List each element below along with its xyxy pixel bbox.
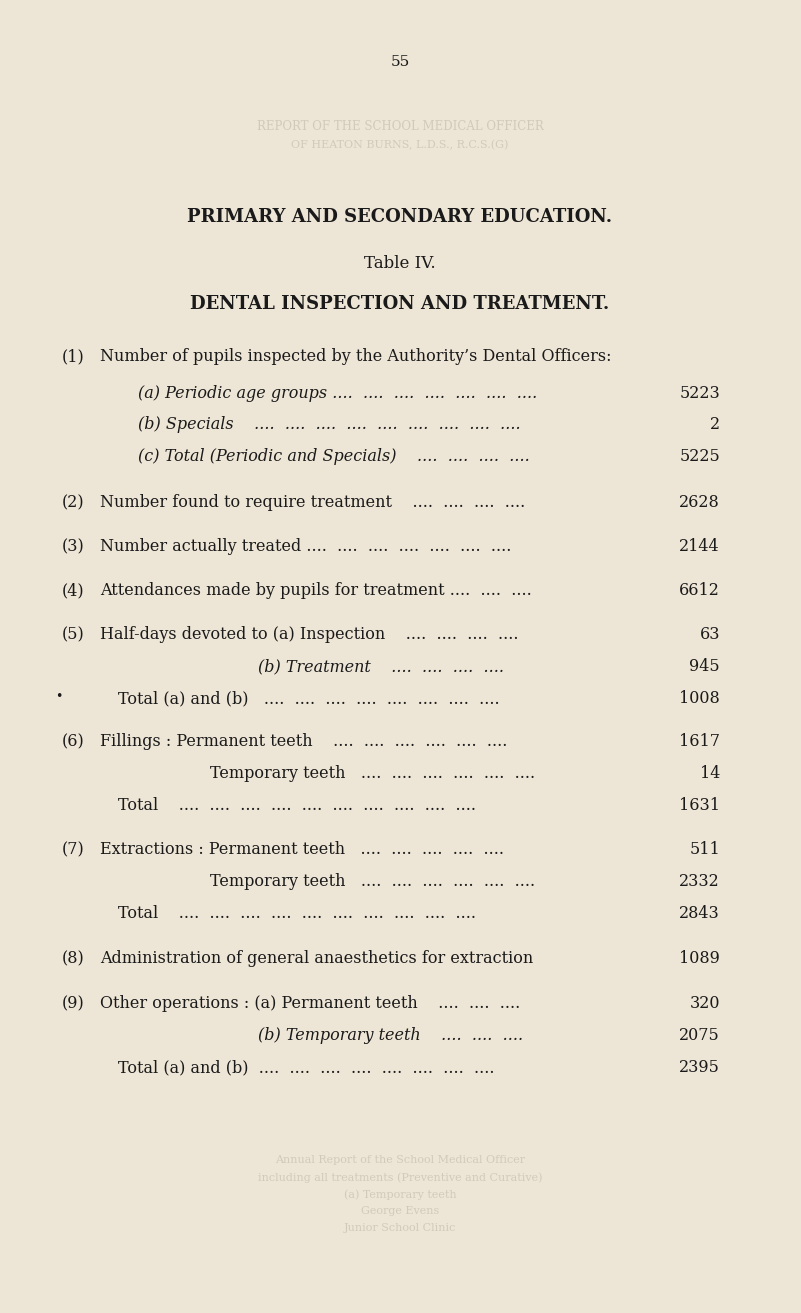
Text: 6612: 6612 xyxy=(679,582,720,599)
Text: (b) Temporary teeth    ....  ....  ....: (b) Temporary teeth .... .... .... xyxy=(258,1027,523,1044)
Text: (5): (5) xyxy=(62,626,85,643)
Text: Half-days devoted to (a) Inspection    ....  ....  ....  ....: Half-days devoted to (a) Inspection ....… xyxy=(100,626,518,643)
Text: (a) Temporary teeth: (a) Temporary teeth xyxy=(344,1190,457,1200)
Text: Attendances made by pupils for treatment ....  ....  ....: Attendances made by pupils for treatment… xyxy=(100,582,532,599)
Text: 2075: 2075 xyxy=(679,1027,720,1044)
Text: (3): (3) xyxy=(62,538,85,555)
Text: (7): (7) xyxy=(62,842,85,857)
Text: 14: 14 xyxy=(699,765,720,783)
Text: OF HEATON BURNS, L.D.S., R.C.S.(G): OF HEATON BURNS, L.D.S., R.C.S.(G) xyxy=(292,140,509,151)
Text: 1631: 1631 xyxy=(679,797,720,814)
Text: 2144: 2144 xyxy=(679,538,720,555)
Text: George Evens: George Evens xyxy=(361,1207,439,1216)
Text: (1): (1) xyxy=(62,348,85,365)
Text: Total (a) and (b)   ....  ....  ....  ....  ....  ....  ....  ....: Total (a) and (b) .... .... .... .... ..… xyxy=(118,691,500,706)
Text: 2628: 2628 xyxy=(679,494,720,511)
Text: Temporary teeth   ....  ....  ....  ....  ....  ....: Temporary teeth .... .... .... .... ....… xyxy=(210,765,535,783)
Text: DENTAL INSPECTION AND TREATMENT.: DENTAL INSPECTION AND TREATMENT. xyxy=(191,295,610,312)
Text: 5223: 5223 xyxy=(679,385,720,402)
Text: (6): (6) xyxy=(62,733,85,750)
Text: Temporary teeth   ....  ....  ....  ....  ....  ....: Temporary teeth .... .... .... .... ....… xyxy=(210,873,535,890)
Text: 1008: 1008 xyxy=(679,691,720,706)
Text: 63: 63 xyxy=(699,626,720,643)
Text: Other operations : (a) Permanent teeth    ....  ....  ....: Other operations : (a) Permanent teeth .… xyxy=(100,995,521,1012)
Text: Fillings : Permanent teeth    ....  ....  ....  ....  ....  ....: Fillings : Permanent teeth .... .... ...… xyxy=(100,733,507,750)
Text: (b) Specials    ....  ....  ....  ....  ....  ....  ....  ....  ....: (b) Specials .... .... .... .... .... ..… xyxy=(138,416,521,433)
Text: 2332: 2332 xyxy=(679,873,720,890)
Text: Extractions : Permanent teeth   ....  ....  ....  ....  ....: Extractions : Permanent teeth .... .... … xyxy=(100,842,504,857)
Text: Total    ....  ....  ....  ....  ....  ....  ....  ....  ....  ....: Total .... .... .... .... .... .... ....… xyxy=(118,797,476,814)
Text: REPORT OF THE SCHOOL MEDICAL OFFICER: REPORT OF THE SCHOOL MEDICAL OFFICER xyxy=(256,119,543,133)
Text: 2: 2 xyxy=(710,416,720,433)
Text: 2395: 2395 xyxy=(679,1060,720,1075)
Text: 1617: 1617 xyxy=(679,733,720,750)
Text: Total    ....  ....  ....  ....  ....  ....  ....  ....  ....  ....: Total .... .... .... .... .... .... ....… xyxy=(118,905,476,922)
Text: Junior School Clinic: Junior School Clinic xyxy=(344,1222,457,1233)
Text: 320: 320 xyxy=(690,995,720,1012)
Text: Number of pupils inspected by the Authority’s Dental Officers:: Number of pupils inspected by the Author… xyxy=(100,348,611,365)
Text: Number actually treated ....  ....  ....  ....  ....  ....  ....: Number actually treated .... .... .... .… xyxy=(100,538,511,555)
Text: (a) Periodic age groups ....  ....  ....  ....  ....  ....  ....: (a) Periodic age groups .... .... .... .… xyxy=(138,385,537,402)
Text: 511: 511 xyxy=(689,842,720,857)
Text: (b) Treatment    ....  ....  ....  ....: (b) Treatment .... .... .... .... xyxy=(258,658,504,675)
Text: (4): (4) xyxy=(62,582,85,599)
Text: 1089: 1089 xyxy=(679,951,720,966)
Text: 55: 55 xyxy=(390,55,409,70)
Text: 5225: 5225 xyxy=(679,448,720,465)
Text: Total (a) and (b)  ....  ....  ....  ....  ....  ....  ....  ....: Total (a) and (b) .... .... .... .... ..… xyxy=(118,1060,494,1075)
Text: Number found to require treatment    ....  ....  ....  ....: Number found to require treatment .... .… xyxy=(100,494,525,511)
Text: •: • xyxy=(55,691,62,702)
Text: (9): (9) xyxy=(62,995,85,1012)
Text: (2): (2) xyxy=(62,494,85,511)
Text: 2843: 2843 xyxy=(679,905,720,922)
Text: including all treatments (Preventive and Curative): including all treatments (Preventive and… xyxy=(258,1173,542,1183)
Text: (c) Total (Periodic and Specials)    ....  ....  ....  ....: (c) Total (Periodic and Specials) .... .… xyxy=(138,448,529,465)
Text: Table IV.: Table IV. xyxy=(364,255,436,272)
Text: Administration of general anaesthetics for extraction: Administration of general anaesthetics f… xyxy=(100,951,533,966)
Text: 945: 945 xyxy=(690,658,720,675)
Text: PRIMARY AND SECONDARY EDUCATION.: PRIMARY AND SECONDARY EDUCATION. xyxy=(187,207,613,226)
Text: Annual Report of the School Medical Officer: Annual Report of the School Medical Offi… xyxy=(275,1155,525,1165)
Text: (8): (8) xyxy=(62,951,85,966)
